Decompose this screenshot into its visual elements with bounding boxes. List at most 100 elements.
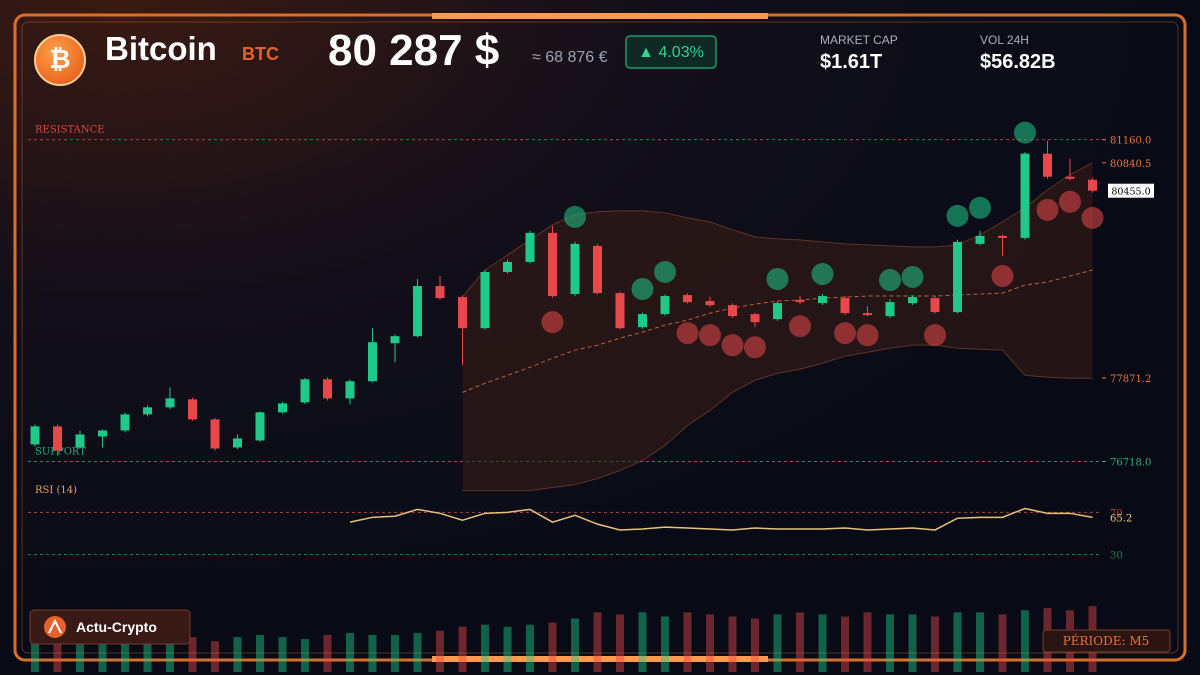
stat-label: MARKET CAP	[820, 33, 898, 47]
buy-signal	[631, 278, 654, 301]
volume-bar	[53, 637, 62, 672]
stat-value: $1.61T	[820, 51, 882, 73]
candle-body	[480, 272, 490, 329]
candle-body	[795, 300, 805, 303]
rsi-line	[349, 507, 1093, 531]
buy-signal	[879, 269, 901, 292]
volume-bar	[863, 612, 872, 672]
volume-bar	[211, 641, 219, 672]
change: ▲ 4.03%	[638, 44, 704, 61]
volume-bar	[526, 624, 534, 672]
buy-signal	[969, 196, 991, 219]
sell-signal	[1059, 190, 1081, 213]
buy-signal	[564, 205, 586, 228]
volume-bar	[368, 634, 377, 672]
buy-signal	[901, 266, 924, 289]
volume-bar	[166, 639, 174, 672]
frame-inner	[21, 21, 1179, 654]
candle-body	[593, 245, 602, 294]
stat-value: $56.82B	[980, 51, 1056, 73]
y-tick-label: 77871.2	[1110, 374, 1151, 385]
volume-bar	[886, 614, 894, 672]
volume-bar	[931, 616, 939, 672]
volume-bar	[706, 614, 714, 672]
candle-body	[998, 235, 1007, 238]
volume-bar	[796, 612, 804, 672]
buy-signal	[811, 263, 834, 286]
candle-body	[413, 286, 422, 337]
last-price: 80455.0	[1111, 187, 1150, 198]
coin-ticker: BTC	[242, 44, 279, 64]
candle-body	[435, 286, 445, 299]
sell-signal	[744, 336, 766, 359]
candle-body	[570, 243, 580, 295]
rsi-tick-label: 70	[1110, 508, 1123, 519]
sell-signal	[699, 324, 721, 347]
period-box	[1042, 629, 1171, 653]
candle-body	[188, 399, 197, 420]
volume-bar	[98, 641, 107, 672]
candle-body	[638, 314, 647, 328]
candle-body	[300, 379, 310, 403]
level-label: SUPPORT	[35, 446, 86, 457]
sell-signal	[676, 322, 699, 345]
plot: RESISTANCE SUPPORT 81160.0 80840.5 77871.2 76…	[28, 121, 1154, 672]
band-lower	[462, 344, 1093, 492]
sell-signal	[924, 324, 946, 347]
volume-bar	[683, 612, 692, 672]
sell-signal	[834, 322, 856, 345]
y-tick-label: 80840.5	[1110, 159, 1151, 170]
volume-bar	[121, 639, 129, 672]
candle-body	[53, 426, 62, 451]
candle-body	[705, 301, 715, 306]
candle-body	[210, 419, 220, 449]
volume-bar	[661, 616, 669, 672]
candle-body	[1065, 176, 1075, 179]
last-price-box	[1108, 183, 1154, 198]
volume-bar	[458, 626, 467, 672]
band-middle	[462, 269, 1093, 393]
candle-body	[75, 434, 85, 448]
sell-signal	[721, 334, 744, 357]
rsi-tick-label: 30	[1110, 550, 1123, 561]
candle-body	[660, 296, 670, 315]
volume-bar	[413, 632, 422, 672]
candle-body	[525, 232, 535, 262]
sell-signal	[856, 324, 879, 347]
candle-body	[233, 438, 242, 448]
brand-icon-mark	[48, 618, 62, 634]
volume-bar	[481, 624, 489, 672]
volume-bar	[976, 612, 984, 672]
candle-body	[728, 305, 737, 317]
volume-bar	[256, 634, 264, 672]
buy-signal	[946, 204, 969, 227]
volume-bar	[728, 616, 737, 672]
candle-body	[615, 293, 625, 329]
candle-body	[255, 412, 265, 441]
change-badge	[625, 35, 717, 69]
volume-bar	[841, 616, 849, 672]
candle-body	[120, 414, 130, 431]
brand-box	[29, 609, 191, 645]
candle-body	[345, 381, 355, 399]
volume-bar	[818, 614, 827, 672]
logo	[34, 34, 86, 86]
sell-signal	[789, 315, 811, 338]
period: PÉRIODE: M5	[1063, 633, 1150, 648]
volume-bar	[436, 630, 444, 672]
y-tick-label: 81160.0	[1110, 136, 1151, 147]
candle-body	[975, 235, 985, 244]
sell-signal	[541, 311, 564, 334]
candle-body	[1043, 153, 1052, 177]
y-tick-label: 76718.0	[1110, 457, 1151, 468]
sell-signal	[991, 264, 1014, 287]
volume-bar	[143, 641, 152, 672]
candle-body	[548, 232, 557, 297]
volume-bar	[1021, 610, 1029, 672]
volume-bar	[616, 614, 624, 672]
candle-body	[863, 313, 872, 316]
volume-bar	[751, 618, 759, 672]
candle-body	[278, 403, 287, 413]
rsi-label: RSI (14)	[35, 485, 77, 496]
